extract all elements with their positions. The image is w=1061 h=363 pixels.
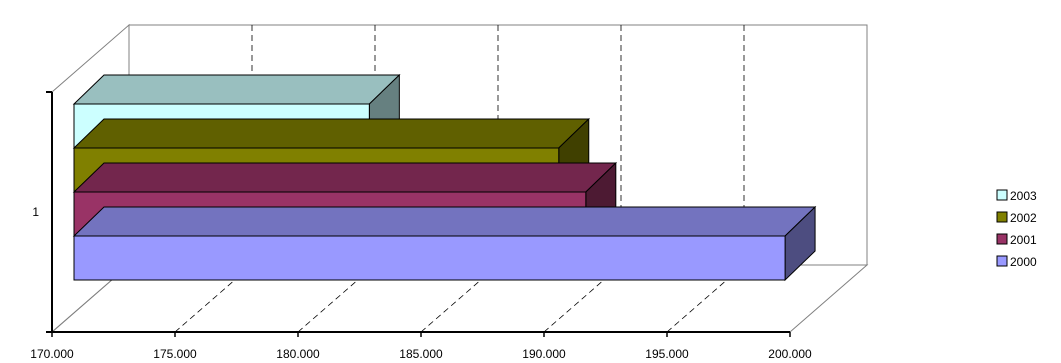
legend-label: 2003 [1010, 189, 1037, 203]
bar-top-face [72, 74, 401, 105]
legend-entry-2003: 2003 [996, 189, 1037, 203]
legend-swatch [996, 255, 1008, 267]
x-tick-label: 190.000 [522, 347, 566, 361]
legend: 2003 2002 2001 2000 [996, 189, 1037, 269]
x-tick-labels: 170.000 175.000 180.000 185.000 190.000 195.0… [30, 347, 812, 361]
bars [72, 73, 817, 282]
legend-label: 2000 [1010, 255, 1037, 269]
x-tick-label: 170.000 [30, 347, 74, 361]
category-label: 1 [32, 205, 39, 219]
legend-entry-2001: 2001 [996, 233, 1037, 247]
x-tick-label: 180.000 [276, 347, 320, 361]
bar-2000 [72, 205, 817, 282]
legend-label: 2001 [1010, 233, 1037, 247]
bar-top-face [72, 118, 590, 149]
x-tick-label: 175.000 [153, 347, 197, 361]
axes: 1 [32, 91, 791, 337]
legend-swatch [996, 189, 1008, 201]
legend-swatch [996, 233, 1008, 245]
bar-top-face [72, 206, 817, 237]
legend-label: 2002 [1010, 211, 1037, 225]
x-tick-label: 195.000 [645, 347, 689, 361]
bar-top-face [72, 162, 618, 193]
x-tick-label: 200.000 [768, 347, 812, 361]
legend-entry-2002: 2002 [996, 211, 1037, 225]
legend-swatch [996, 211, 1008, 223]
legend-entry-2000: 2000 [996, 255, 1037, 269]
x-tick-label: 185.000 [399, 347, 443, 361]
bar-front-face [73, 235, 786, 281]
